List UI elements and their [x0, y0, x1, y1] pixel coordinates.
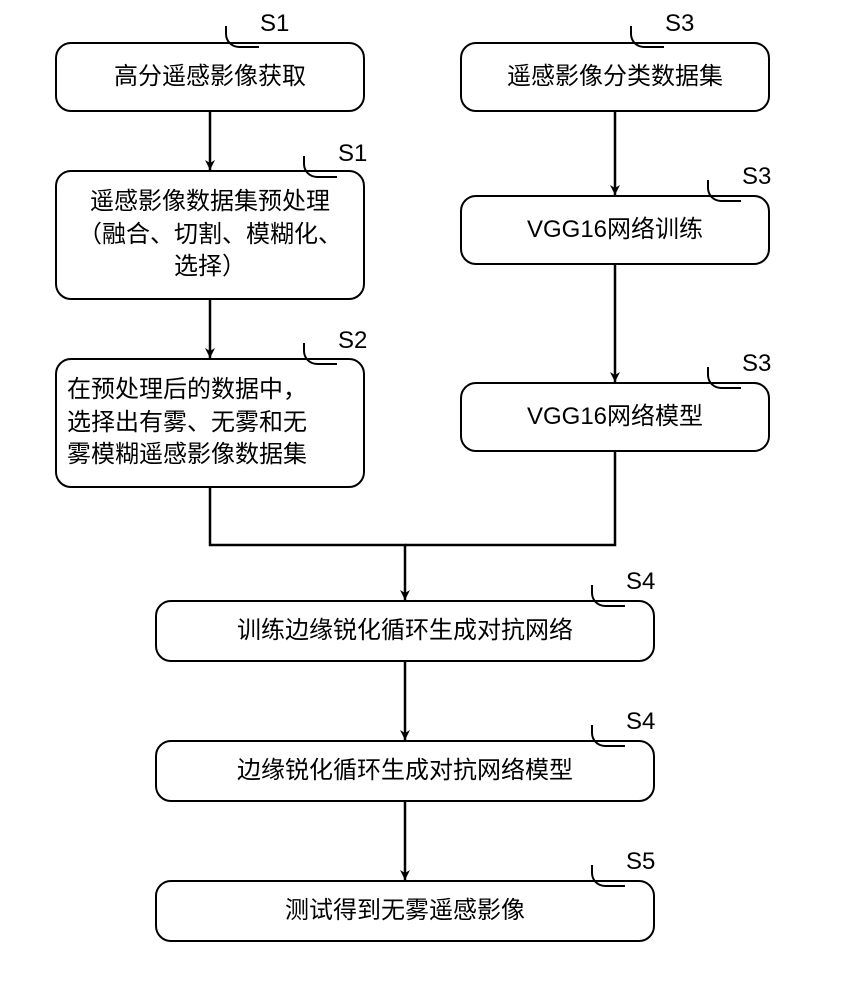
- edge-4: [210, 488, 405, 600]
- tag-hook-h2: [303, 156, 337, 178]
- flow-node-label: VGG16网络训练: [527, 214, 703, 246]
- flow-node-n2: 遥感影像数据集预处理 （融合、切割、模糊化、 选择）: [55, 170, 365, 300]
- step-tag-t1: S1: [260, 10, 289, 38]
- step-tag-t3: S2: [338, 327, 367, 355]
- flow-node-n3: 在预处理后的数据中， 选择出有雾、无雾和无 雾模糊遥感影像数据集: [55, 358, 365, 488]
- flow-node-n7: 训练边缘锐化循环生成对抗网络: [155, 600, 655, 662]
- flow-node-label: 边缘锐化循环生成对抗网络模型: [237, 755, 573, 787]
- tag-hook-h7: [591, 585, 625, 607]
- flow-node-n1: 高分遥感影像获取: [55, 42, 365, 112]
- step-tag-t6: S3: [742, 350, 771, 378]
- flow-node-n8: 边缘锐化循环生成对抗网络模型: [155, 740, 655, 802]
- step-tag-t7: S4: [626, 568, 655, 596]
- flow-node-label: 训练边缘锐化循环生成对抗网络: [237, 615, 573, 647]
- flow-node-label: 遥感影像数据集预处理 （融合、切割、模糊化、 选择）: [78, 186, 342, 283]
- flow-node-label: 在预处理后的数据中， 选择出有雾、无雾和无 雾模糊遥感影像数据集: [67, 374, 307, 471]
- flow-node-n6: VGG16网络模型: [460, 382, 770, 452]
- tag-hook-h3: [303, 343, 337, 365]
- step-tag-t9: S5: [626, 848, 655, 876]
- tag-hook-h5: [707, 180, 741, 202]
- flow-node-n4: 遥感影像分类数据集: [460, 42, 770, 112]
- edges-layer: [0, 0, 855, 1000]
- tag-hook-h4: [630, 26, 664, 48]
- flow-node-label: 遥感影像分类数据集: [507, 61, 723, 93]
- tag-hook-h8: [591, 725, 625, 747]
- step-tag-t4: S3: [665, 10, 694, 38]
- flow-node-label: 测试得到无雾遥感影像: [285, 895, 525, 927]
- step-tag-t8: S4: [626, 708, 655, 736]
- flow-node-label: VGG16网络模型: [527, 401, 703, 433]
- tag-hook-h9: [591, 865, 625, 887]
- tag-hook-h6: [707, 367, 741, 389]
- step-tag-t2: S1: [338, 140, 367, 168]
- tag-hook-h1: [225, 26, 259, 48]
- flow-node-n5: VGG16网络训练: [460, 195, 770, 265]
- flow-node-n9: 测试得到无雾遥感影像: [155, 880, 655, 942]
- flowchart-canvas: 高分遥感影像获取遥感影像数据集预处理 （融合、切割、模糊化、 选择） 在预处理后的…: [0, 0, 855, 1000]
- edge-5: [405, 452, 615, 545]
- step-tag-t5: S3: [742, 163, 771, 191]
- flow-node-label: 高分遥感影像获取: [114, 61, 306, 93]
